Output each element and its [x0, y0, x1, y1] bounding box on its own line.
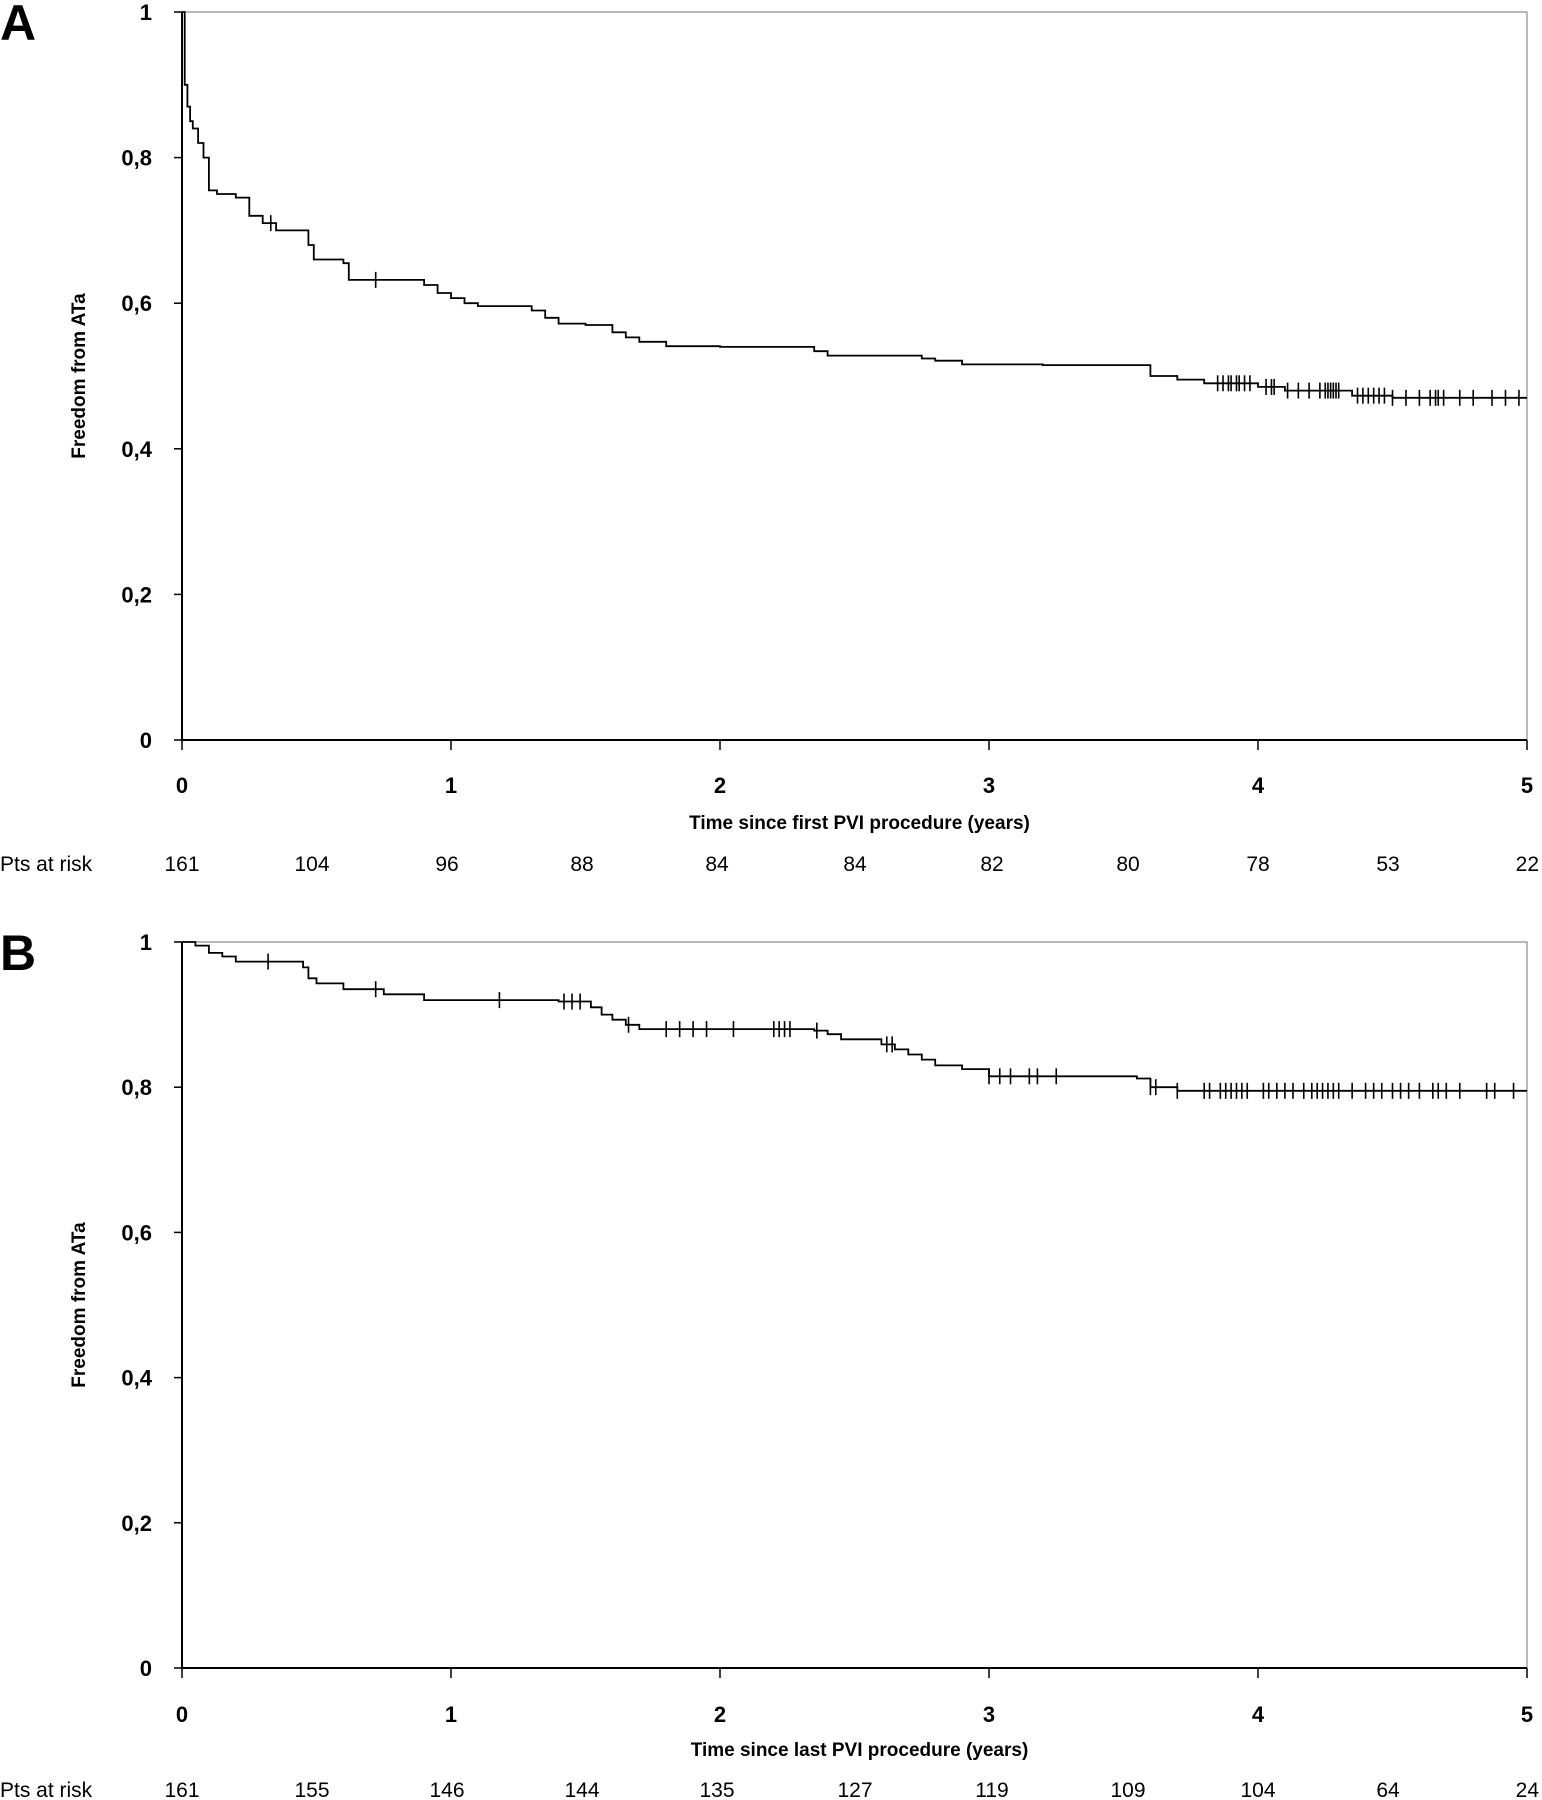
x-tick-label: 1 — [445, 1702, 457, 1727]
y-tick-label: 1 — [140, 930, 152, 955]
x-tick-label: 5 — [1521, 1702, 1533, 1727]
risk-count: 109 — [1110, 1779, 1145, 1800]
x-tick-label: 2 — [714, 773, 726, 798]
risk-count: 144 — [564, 1779, 599, 1800]
panel-a: A 0 0,2 0,4 0,6 0,8 1 0 1 2 3 4 5 Time since first PV… — [0, 0, 1539, 876]
x-tick-label: 1 — [445, 773, 457, 798]
y-tick-label: 0,4 — [121, 437, 152, 462]
risk-count: 161 — [164, 853, 199, 876]
x-tick-label: 3 — [983, 773, 995, 798]
risk-count: 80 — [1116, 853, 1139, 876]
y-tick-label: 0,2 — [121, 582, 152, 607]
risk-count: 78 — [1246, 853, 1269, 876]
plot-frame — [181, 11, 1528, 741]
risk-count: 161 — [164, 1779, 199, 1800]
x-tick-label: 3 — [983, 1702, 995, 1727]
risk-count: 84 — [843, 853, 867, 876]
y-tick-label: 0,2 — [121, 1511, 152, 1536]
y-tick-label: 0 — [140, 1656, 152, 1681]
risk-count: 104 — [1240, 1779, 1275, 1800]
risk-row-label: Pts at risk — [0, 1779, 93, 1800]
risk-count: 155 — [294, 1779, 329, 1800]
x-axis-title: Time since last PVI procedure (years) — [691, 1740, 1029, 1761]
risk-count: 82 — [980, 853, 1003, 876]
risk-count: 119 — [975, 1779, 1008, 1800]
risk-count: 53 — [1376, 853, 1399, 876]
risk-count: 24 — [1516, 1779, 1540, 1800]
panel-b: B 0 0,2 0,4 0,6 0,8 1 0 1 2 3 4 5 Time since last PVI… — [0, 925, 1539, 1800]
y-tick-label: 0,6 — [121, 1220, 152, 1245]
x-tick-label: 4 — [1252, 773, 1265, 798]
survival-curve — [182, 11, 1527, 399]
y-axis-title: Freedom from ATa — [69, 293, 90, 459]
x-tick-label: 0 — [176, 1702, 188, 1727]
risk-count: 104 — [294, 853, 329, 876]
x-tick-label: 0 — [176, 773, 188, 798]
x-tick-label: 5 — [1521, 773, 1533, 798]
x-tick-label: 4 — [1252, 1702, 1265, 1727]
y-tick-label: 0,8 — [121, 1075, 152, 1100]
risk-count: 84 — [705, 853, 729, 876]
risk-count: 96 — [435, 853, 458, 876]
y-axis-title: Freedom from ATa — [69, 1222, 90, 1388]
y-tick-label: 0,6 — [121, 291, 152, 316]
plot-frame — [181, 941, 1528, 1669]
risk-count: 64 — [1376, 1779, 1400, 1800]
y-tick-label: 0,4 — [121, 1366, 152, 1391]
y-tick-label: 0 — [140, 728, 152, 753]
risk-count: 22 — [1516, 853, 1539, 876]
x-axis-title: Time since first PVI procedure (years) — [689, 813, 1030, 834]
survival-curve — [182, 941, 1527, 1092]
y-tick-label: 0,8 — [121, 146, 152, 171]
risk-count: 146 — [429, 1779, 464, 1800]
risk-count: 135 — [699, 1779, 734, 1800]
panel-letter: B — [0, 925, 36, 981]
risk-row-label: Pts at risk — [0, 853, 93, 876]
panel-letter: A — [0, 0, 36, 51]
risk-count: 127 — [837, 1779, 872, 1800]
risk-count: 88 — [570, 853, 593, 876]
x-tick-label: 2 — [714, 1702, 726, 1727]
y-tick-label: 1 — [140, 0, 152, 25]
